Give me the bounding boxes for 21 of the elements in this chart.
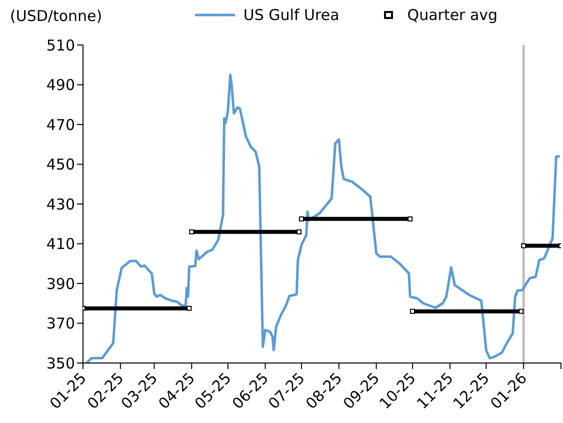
y-tick-label: 490 bbox=[46, 76, 75, 94]
y-axis-title: (USD/tonne) bbox=[10, 7, 102, 25]
point bbox=[189, 229, 194, 234]
y-tick-label: 410 bbox=[46, 235, 75, 254]
legend-label: Quarter avg bbox=[406, 6, 498, 24]
point bbox=[298, 216, 304, 222]
point bbox=[408, 216, 413, 222]
point bbox=[186, 306, 192, 311]
y-tick-label: 510 bbox=[46, 36, 75, 54]
y-tick-label: 370 bbox=[46, 314, 75, 333]
legend-label: US Gulf Urea bbox=[242, 6, 340, 24]
point bbox=[410, 308, 416, 314]
y-tick-label: 430 bbox=[46, 195, 75, 214]
point bbox=[518, 308, 524, 314]
y-tick-label: 450 bbox=[46, 156, 75, 174]
y-tick-label: 350 bbox=[46, 354, 75, 372]
point bbox=[296, 229, 302, 234]
point bbox=[521, 243, 526, 248]
line-series bbox=[85, 74, 561, 363]
y-tick-label: 390 bbox=[46, 274, 75, 293]
y-tick-label: 470 bbox=[46, 116, 75, 134]
